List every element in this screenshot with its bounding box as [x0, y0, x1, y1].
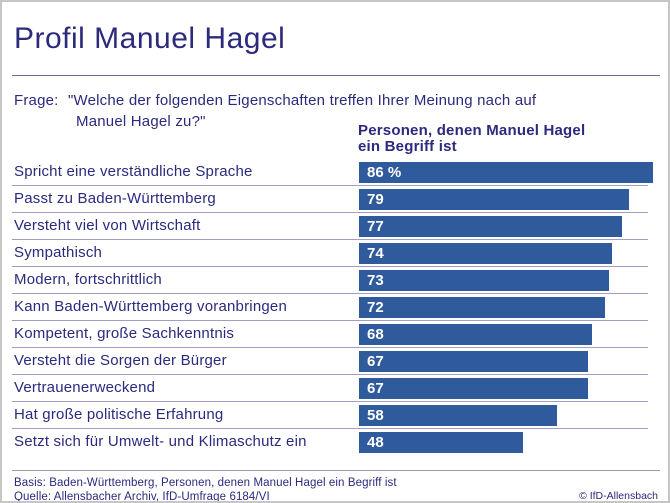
bar: 68: [359, 324, 592, 345]
bar: 67: [359, 378, 588, 399]
bar-value-label: 58: [367, 407, 384, 424]
bar: 67: [359, 351, 588, 372]
bar-value-label: 67: [367, 353, 384, 370]
bar: 72: [359, 297, 605, 318]
chart-row: Kompetent, große Sachkenntnis 68: [2, 321, 668, 348]
row-separator: [12, 428, 648, 429]
row-separator: [12, 320, 648, 321]
row-separator: [12, 347, 648, 348]
bar-value-label: 67: [367, 380, 384, 397]
bar-value-label: 79: [367, 191, 384, 208]
bar: 77: [359, 216, 622, 237]
question-line1: "Welche der folgenden Eigenschaften tref…: [68, 92, 537, 109]
chart-row: Versteht die Sorgen der Bürger 67: [2, 348, 668, 375]
category-label: Kann Baden-Württemberg voranbringen: [14, 298, 287, 315]
chart-row: Setzt sich für Umwelt- und Klimaschutz e…: [2, 429, 668, 456]
bar-value-label: 72: [367, 299, 384, 316]
category-label: Passt zu Baden-Württemberg: [14, 190, 216, 207]
bar: 79: [359, 189, 629, 210]
category-label: Vertrauenerweckend: [14, 379, 156, 396]
row-separator: [12, 374, 648, 375]
bar: 58: [359, 405, 557, 426]
question-block: Frage: "Welche der folgenden Eigenschaft…: [14, 90, 536, 132]
bar-value-label: 86 %: [367, 164, 402, 181]
chart-row: Spricht eine verständliche Sprache 86 %: [2, 159, 668, 186]
series-column-header-line2: ein Begriff ist: [358, 138, 457, 155]
bar-chart: Spricht eine verständliche Sprache 86 % Pa…: [2, 159, 668, 456]
bar: 74: [359, 243, 612, 264]
bar: 48: [359, 432, 523, 453]
series-column-header: Personen, denen Manuel Hagel ein Begriff…: [358, 123, 585, 155]
footer-notes: Basis: Baden-Württemberg, Personen, dene…: [14, 476, 397, 503]
row-separator: [12, 212, 648, 213]
category-label: Sympathisch: [14, 244, 103, 261]
chart-row: Passt zu Baden-Württemberg 79: [2, 186, 668, 213]
bar: 73: [359, 270, 609, 291]
category-label: Versteht die Sorgen der Bürger: [14, 352, 227, 369]
row-separator: [12, 239, 648, 240]
footer-quelle: Quelle: Allensbacher Archiv, IfD-Umfrage…: [14, 491, 270, 503]
bar: 86 %: [359, 162, 653, 183]
page-title: Profil Manuel Hagel: [14, 22, 286, 55]
bar-value-label: 77: [367, 218, 384, 235]
bar-value-label: 74: [367, 245, 384, 262]
chart-row: Hat große politische Erfahrung 58: [2, 402, 668, 429]
bar-value-label: 48: [367, 434, 384, 451]
bar-value-label: 73: [367, 272, 384, 289]
question-line2: Manuel Hagel zu?": [76, 113, 206, 130]
row-separator: [12, 266, 648, 267]
row-separator: [12, 401, 648, 402]
chart-row: Vertrauenerweckend 67: [2, 375, 668, 402]
category-label: Setzt sich für Umwelt- und Klimaschutz e…: [14, 433, 307, 450]
chart-row: Modern, fortschrittlich 73: [2, 267, 668, 294]
chart-row: Sympathisch 74: [2, 240, 668, 267]
category-label: Kompetent, große Sachkenntnis: [14, 325, 235, 342]
question-text: "Welche der folgenden Eigenschaften tref…: [68, 90, 536, 132]
category-label: Versteht viel von Wirtschaft: [14, 217, 201, 234]
row-separator: [12, 293, 648, 294]
category-label: Modern, fortschrittlich: [14, 271, 162, 288]
chart-row: Kann Baden-Württemberg voranbringen 72: [2, 294, 668, 321]
footer-basis: Basis: Baden-Württemberg, Personen, dene…: [14, 477, 397, 489]
question-prefix: Frage:: [14, 92, 59, 109]
copyright-label: © IfD-Allensbach: [579, 490, 658, 502]
series-column-header-line1: Personen, denen Manuel Hagel: [358, 122, 586, 139]
chart-row: Versteht viel von Wirtschaft 77: [2, 213, 668, 240]
footer-divider: [12, 470, 660, 471]
bar-value-label: 68: [367, 326, 384, 343]
row-separator: [12, 185, 648, 186]
title-divider: [12, 75, 660, 76]
category-label: Hat große politische Erfahrung: [14, 406, 224, 423]
category-label: Spricht eine verständliche Sprache: [14, 163, 253, 180]
